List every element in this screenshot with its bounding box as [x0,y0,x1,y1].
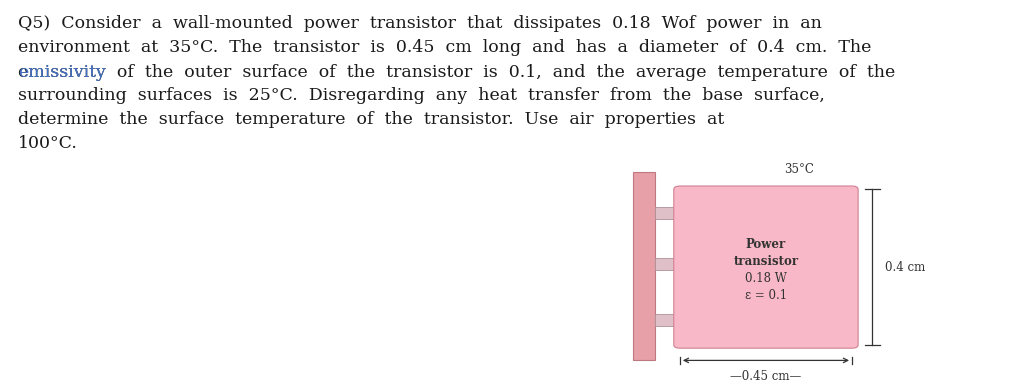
Text: 0.4 cm: 0.4 cm [885,260,925,273]
FancyBboxPatch shape [655,206,682,219]
Text: emissivity  of  the  outer  surface  of  the  transistor  is  0.1,  and  the  av: emissivity of the outer surface of the t… [18,64,896,80]
Text: emissivity: emissivity [18,64,106,80]
Text: transistor: transistor [733,255,799,268]
Text: 0.18 W: 0.18 W [745,272,786,285]
Text: —0.45 cm—: —0.45 cm— [730,370,802,383]
Text: Q5)  Consider  a  wall-mounted  power  transistor  that  dissipates  0.18  Wof  : Q5) Consider a wall-mounted power transi… [18,15,822,32]
FancyBboxPatch shape [655,314,682,326]
Text: 100°C.: 100°C. [18,135,78,152]
Text: surrounding  surfaces  is  25°C.  Disregarding  any  heat  transfer  from  the  : surrounding surfaces is 25°C. Disregardi… [18,87,825,104]
FancyBboxPatch shape [674,186,858,348]
Text: environment  at  35°C.  The  transistor  is  0.45  cm  long  and  has  a  diamet: environment at 35°C. The transistor is 0… [18,39,871,56]
Text: 35°C: 35°C [783,163,814,176]
FancyBboxPatch shape [655,257,682,270]
Text: determine  the  surface  temperature  of  the  transistor.  Use  air  properties: determine the surface temperature of the… [18,111,725,128]
Bar [633,172,655,360]
Text: ε = 0.1: ε = 0.1 [744,289,787,302]
Text: Power: Power [745,238,786,251]
